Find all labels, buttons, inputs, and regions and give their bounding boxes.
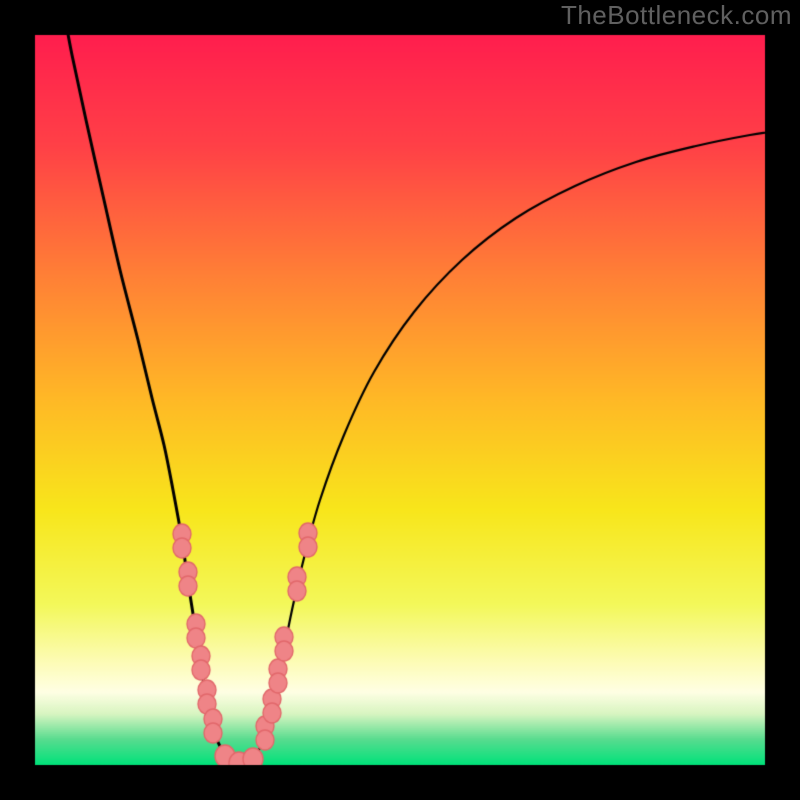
attribution-label: TheBottleneck.com: [561, 0, 792, 31]
chart-stage: TheBottleneck.com: [0, 0, 800, 800]
bottleneck-v-curve-chart: [0, 0, 800, 800]
